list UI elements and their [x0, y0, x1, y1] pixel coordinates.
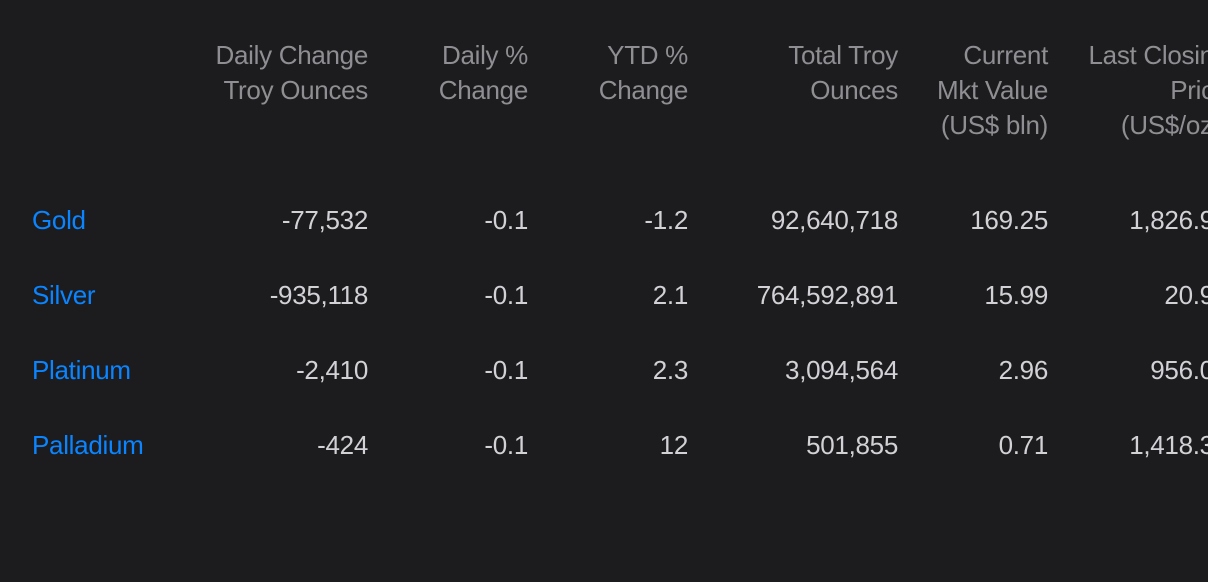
- metal-link-palladium[interactable]: Palladium: [20, 408, 180, 483]
- metal-link-gold[interactable]: Gold: [20, 183, 180, 258]
- col-header-daily-change-oz: Daily Change Troy Ounces: [180, 30, 380, 183]
- cell-closing-price: 956.03: [1060, 333, 1208, 408]
- cell-total-oz: 3,094,564: [700, 333, 910, 408]
- col-header-metal: [20, 30, 180, 183]
- col-header-total-oz: Total Troy Ounces: [700, 30, 910, 183]
- cell-daily-change-oz: -77,532: [180, 183, 380, 258]
- metal-link-silver[interactable]: Silver: [20, 258, 180, 333]
- cell-closing-price: 1,826.92: [1060, 183, 1208, 258]
- table-header: Daily Change Troy Ounces Daily % Change …: [20, 30, 1208, 183]
- cell-daily-pct: -0.1: [380, 333, 540, 408]
- table-header-row: Daily Change Troy Ounces Daily % Change …: [20, 30, 1208, 183]
- cell-mkt-value: 0.71: [910, 408, 1060, 483]
- col-header-mkt-value: Current Mkt Value (US$ bln): [910, 30, 1060, 183]
- col-header-closing-price: Last Closing Price (US$/oz.): [1060, 30, 1208, 183]
- cell-ytd-pct: -1.2: [540, 183, 700, 258]
- cell-ytd-pct: 12: [540, 408, 700, 483]
- metals-table-container: Daily Change Troy Ounces Daily % Change …: [0, 0, 1208, 582]
- cell-closing-price: 1,418.38: [1060, 408, 1208, 483]
- table-row: Platinum -2,410 -0.1 2.3 3,094,564 2.96 …: [20, 333, 1208, 408]
- cell-total-oz: 92,640,718: [700, 183, 910, 258]
- metal-link-platinum[interactable]: Platinum: [20, 333, 180, 408]
- table-row: Silver -935,118 -0.1 2.1 764,592,891 15.…: [20, 258, 1208, 333]
- table-row: Palladium -424 -0.1 12 501,855 0.71 1,41…: [20, 408, 1208, 483]
- cell-mkt-value: 169.25: [910, 183, 1060, 258]
- cell-ytd-pct: 2.3: [540, 333, 700, 408]
- cell-total-oz: 501,855: [700, 408, 910, 483]
- cell-mkt-value: 2.96: [910, 333, 1060, 408]
- cell-daily-change-oz: -2,410: [180, 333, 380, 408]
- table-body: Gold -77,532 -0.1 -1.2 92,640,718 169.25…: [20, 183, 1208, 483]
- cell-daily-pct: -0.1: [380, 183, 540, 258]
- cell-daily-pct: -0.1: [380, 408, 540, 483]
- col-header-daily-pct: Daily % Change: [380, 30, 540, 183]
- cell-total-oz: 764,592,891: [700, 258, 910, 333]
- cell-daily-pct: -0.1: [380, 258, 540, 333]
- table-row: Gold -77,532 -0.1 -1.2 92,640,718 169.25…: [20, 183, 1208, 258]
- col-header-ytd-pct: YTD % Change: [540, 30, 700, 183]
- cell-closing-price: 20.91: [1060, 258, 1208, 333]
- cell-ytd-pct: 2.1: [540, 258, 700, 333]
- cell-mkt-value: 15.99: [910, 258, 1060, 333]
- cell-daily-change-oz: -935,118: [180, 258, 380, 333]
- cell-daily-change-oz: -424: [180, 408, 380, 483]
- metals-table: Daily Change Troy Ounces Daily % Change …: [20, 30, 1208, 483]
